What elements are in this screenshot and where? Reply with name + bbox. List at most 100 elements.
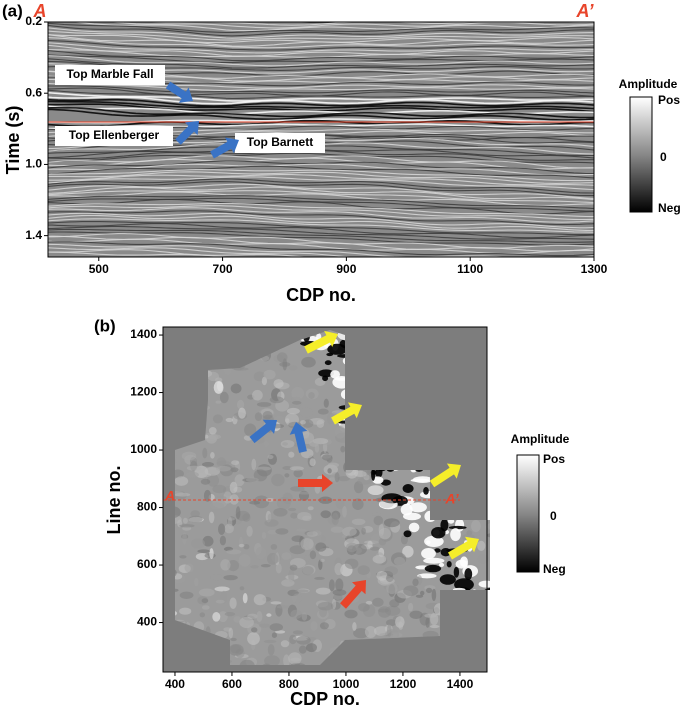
y-axis-label: Time (s)	[3, 106, 23, 175]
texture	[260, 564, 271, 568]
texture	[448, 525, 467, 530]
reflector	[48, 34, 594, 47]
arrow	[331, 402, 362, 425]
reflector	[71, 22, 594, 32]
texture	[242, 593, 248, 604]
texture	[288, 507, 297, 512]
texture	[263, 369, 276, 380]
texture	[208, 511, 215, 524]
colorbar-title: Amplitude	[511, 432, 570, 446]
texture	[225, 417, 234, 423]
reflector	[48, 169, 594, 182]
texture	[208, 427, 217, 435]
panel-label: (b)	[94, 316, 116, 335]
texture	[199, 612, 205, 618]
reflector	[48, 37, 594, 49]
texture	[198, 588, 215, 597]
texture	[209, 502, 225, 510]
texture	[210, 452, 215, 459]
texture	[226, 549, 242, 555]
texture	[292, 593, 303, 604]
reflector	[48, 157, 594, 170]
colorbar-label: Pos	[543, 452, 565, 466]
reflector	[48, 42, 594, 54]
texture	[306, 531, 318, 537]
reflector	[48, 50, 594, 62]
texture	[320, 558, 325, 563]
texture	[357, 565, 370, 575]
reflector	[48, 22, 594, 34]
texture	[214, 586, 230, 592]
texture	[179, 524, 195, 528]
texture	[378, 606, 391, 618]
texture	[446, 561, 452, 568]
texture	[320, 510, 331, 519]
texture	[215, 400, 222, 404]
texture	[302, 515, 312, 521]
texture	[175, 506, 181, 519]
texture	[340, 445, 346, 453]
texture	[201, 605, 210, 610]
texture	[293, 469, 303, 478]
reflector	[48, 212, 594, 229]
texture	[253, 495, 270, 509]
texture	[209, 548, 214, 560]
texture	[200, 478, 211, 485]
annotation: Top Barnett	[247, 135, 313, 149]
annotation: Top Ellenberger	[69, 128, 160, 142]
texture	[322, 375, 329, 382]
annotation: A’	[575, 1, 594, 21]
texture	[352, 622, 357, 631]
texture	[254, 412, 263, 421]
texture	[290, 663, 301, 665]
reflector	[48, 202, 594, 218]
texture	[423, 557, 445, 564]
texture	[334, 562, 343, 576]
texture	[216, 457, 227, 468]
reflector	[48, 225, 594, 240]
texture	[327, 462, 339, 468]
arrow	[304, 330, 338, 354]
texture	[242, 513, 251, 522]
x-axis-label: CDP no.	[290, 689, 360, 709]
texture	[229, 481, 238, 494]
texture	[439, 574, 456, 585]
annotation: A’	[444, 491, 459, 507]
texture	[431, 527, 446, 539]
texture	[423, 487, 429, 495]
texture	[472, 531, 480, 537]
reflector	[48, 160, 594, 175]
reflector	[48, 220, 594, 236]
texture	[300, 420, 306, 425]
texture	[212, 484, 227, 494]
texture	[275, 563, 282, 574]
texture	[454, 578, 474, 591]
texture	[398, 621, 404, 630]
reflector	[292, 22, 349, 24]
texture	[490, 325, 494, 338]
texture	[291, 535, 305, 542]
reflector	[48, 78, 594, 89]
texture	[402, 545, 414, 558]
reflector	[48, 191, 594, 206]
texture	[233, 616, 241, 623]
texture	[267, 454, 274, 460]
texture	[271, 632, 277, 638]
texture	[412, 578, 419, 587]
reflector	[48, 207, 594, 223]
texture	[290, 512, 298, 519]
reflector	[48, 231, 594, 246]
texture	[376, 571, 388, 581]
texture	[426, 587, 433, 594]
arrow	[298, 474, 333, 492]
texture	[289, 466, 304, 471]
x-tick-label: 1000	[333, 677, 360, 691]
texture	[307, 506, 314, 511]
texture	[202, 462, 214, 467]
texture	[227, 516, 233, 530]
texture	[324, 360, 332, 366]
texture	[484, 524, 490, 531]
texture	[271, 552, 282, 563]
texture	[197, 549, 210, 553]
texture	[314, 576, 325, 580]
